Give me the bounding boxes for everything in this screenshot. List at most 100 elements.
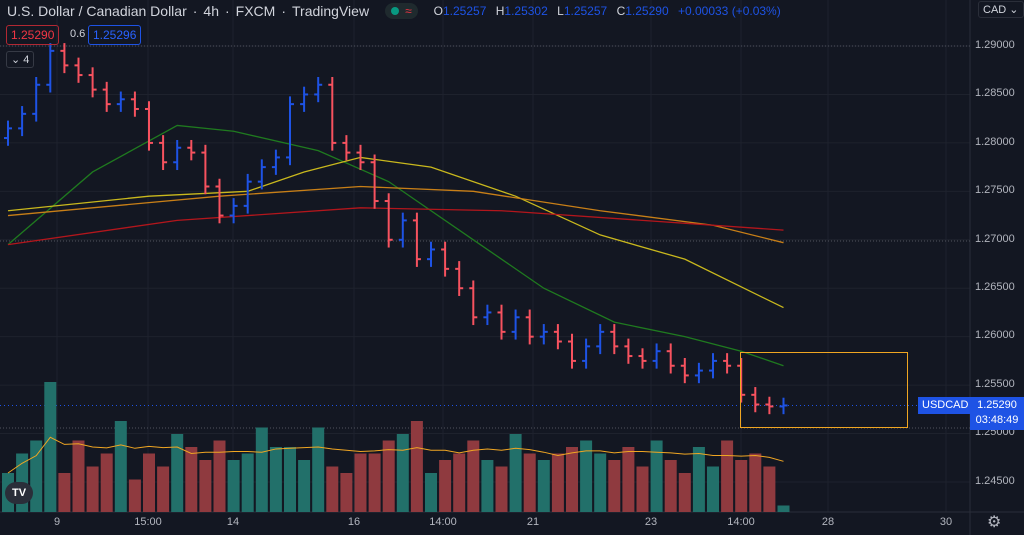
spread: 0.6 — [70, 28, 86, 40]
market-status[interactable]: ≈ — [385, 3, 418, 19]
volume-bar — [326, 466, 339, 512]
wave-icon: ≈ — [405, 4, 412, 18]
ohlc-bar — [751, 387, 760, 413]
ohlc-bar — [243, 173, 252, 214]
volume-bar — [58, 473, 71, 512]
time-tick: 28 — [821, 516, 835, 528]
source: TradingView — [292, 3, 370, 19]
ohlc-bar — [116, 91, 125, 112]
market-open-icon — [391, 7, 400, 15]
ohlc-bar — [779, 397, 788, 415]
rectangle-drawing[interactable] — [740, 352, 908, 428]
volume-bar — [481, 460, 494, 512]
volume-bar — [777, 505, 790, 512]
ohlc-bar — [201, 144, 210, 195]
volume-bar — [692, 447, 705, 512]
volume-bar — [368, 453, 381, 512]
time-tick: 15:00 — [134, 516, 162, 528]
volume-bar — [636, 466, 649, 512]
volume-bar — [396, 434, 409, 512]
price-tick: 1.28000 — [975, 135, 1015, 148]
ohlc-bar — [638, 348, 647, 369]
ohlc-bar — [342, 135, 351, 161]
volume-bar — [44, 382, 57, 512]
volume-bar — [608, 460, 621, 512]
ohlc-bar — [455, 261, 464, 296]
volume-bar — [735, 460, 748, 512]
ohlc-bar — [652, 343, 661, 369]
interval[interactable]: 4h — [203, 3, 219, 19]
volume-bar — [664, 460, 677, 512]
volume-bar — [30, 440, 43, 512]
ohlc-bar — [709, 353, 717, 379]
chevron-down-icon: ⌄ — [11, 54, 21, 66]
volume-bar — [551, 453, 564, 512]
ohlc-bar — [610, 324, 619, 355]
ohlc-bar — [74, 57, 83, 83]
volume-bar — [678, 473, 691, 512]
ohlc-bar — [46, 43, 55, 93]
price-tick: 1.25500 — [975, 377, 1015, 390]
ohlc-bar — [328, 77, 337, 151]
settings-gear-icon[interactable]: ⚙ — [987, 514, 1002, 531]
ohlc-bar — [525, 309, 534, 345]
volume-bar — [495, 466, 508, 512]
ohlc-bar — [370, 154, 379, 209]
volume-bar — [72, 440, 85, 512]
price-tick: 1.29000 — [975, 39, 1015, 51]
ohlc-bar — [483, 304, 492, 326]
symbol-name[interactable]: U.S. Dollar / Canadian Dollar — [7, 3, 187, 19]
time-tick: 9 — [53, 516, 61, 528]
separator: · — [192, 3, 198, 19]
ohlc-bar — [159, 135, 168, 171]
volume-bar — [157, 466, 170, 512]
volume-bar — [86, 466, 99, 512]
time-tick: 14:00 — [429, 516, 457, 528]
moving-average-line — [7, 156, 784, 309]
volume-bar — [354, 453, 367, 512]
volume-bar — [241, 453, 254, 512]
ohlc-bar — [102, 81, 111, 112]
volume-ma-line — [7, 436, 784, 474]
ohlc-bar — [539, 324, 548, 345]
volume-bar — [622, 447, 635, 512]
ohlc-bar — [286, 96, 294, 166]
buy-button[interactable]: 1.25296 — [88, 25, 142, 45]
ohlc-bar — [173, 139, 182, 171]
ohlc-bar — [497, 304, 506, 340]
price-tick: 1.27500 — [975, 184, 1015, 197]
separator: · — [281, 3, 287, 19]
volume-bar — [425, 473, 437, 512]
currency-select[interactable]: CAD ⌄ — [978, 1, 1024, 18]
volume-bar — [509, 434, 522, 512]
price-tick: 1.28500 — [975, 87, 1015, 100]
volume-bar — [763, 466, 776, 512]
time-tick: 21 — [526, 516, 540, 528]
ohlc-bar — [511, 309, 520, 340]
ohlc-bar — [187, 139, 196, 161]
moving-average-line — [7, 185, 784, 244]
ohlc-bar — [694, 362, 703, 384]
ohlc-bar — [18, 106, 27, 137]
ohlc-bar — [4, 120, 12, 146]
change: +0.00033 (+0.03%) — [677, 4, 781, 18]
last-price-label: 1.25290 03:48:49 — [970, 397, 1024, 430]
volume-bar — [213, 440, 226, 512]
ohlc-bar — [314, 77, 323, 103]
tradingview-logo[interactable]: TV — [5, 482, 33, 504]
sell-button[interactable]: 1.25290 — [6, 25, 60, 45]
volume-bar — [143, 453, 155, 512]
ohlc-bar — [215, 178, 224, 224]
ohlc-bar — [257, 159, 266, 190]
volume-bar — [255, 427, 268, 512]
volume-bar — [749, 453, 762, 512]
time-tick: 14 — [226, 516, 240, 528]
ohlc-bar — [412, 212, 421, 267]
bar-countdown: 03:48:49 — [975, 414, 1019, 426]
ohlc-bar — [88, 67, 97, 98]
volume-bar — [269, 447, 282, 512]
time-tick: 30 — [939, 516, 953, 528]
volume-bar — [439, 460, 452, 512]
indicators-toggle[interactable]: ⌄ 4 — [6, 51, 35, 68]
